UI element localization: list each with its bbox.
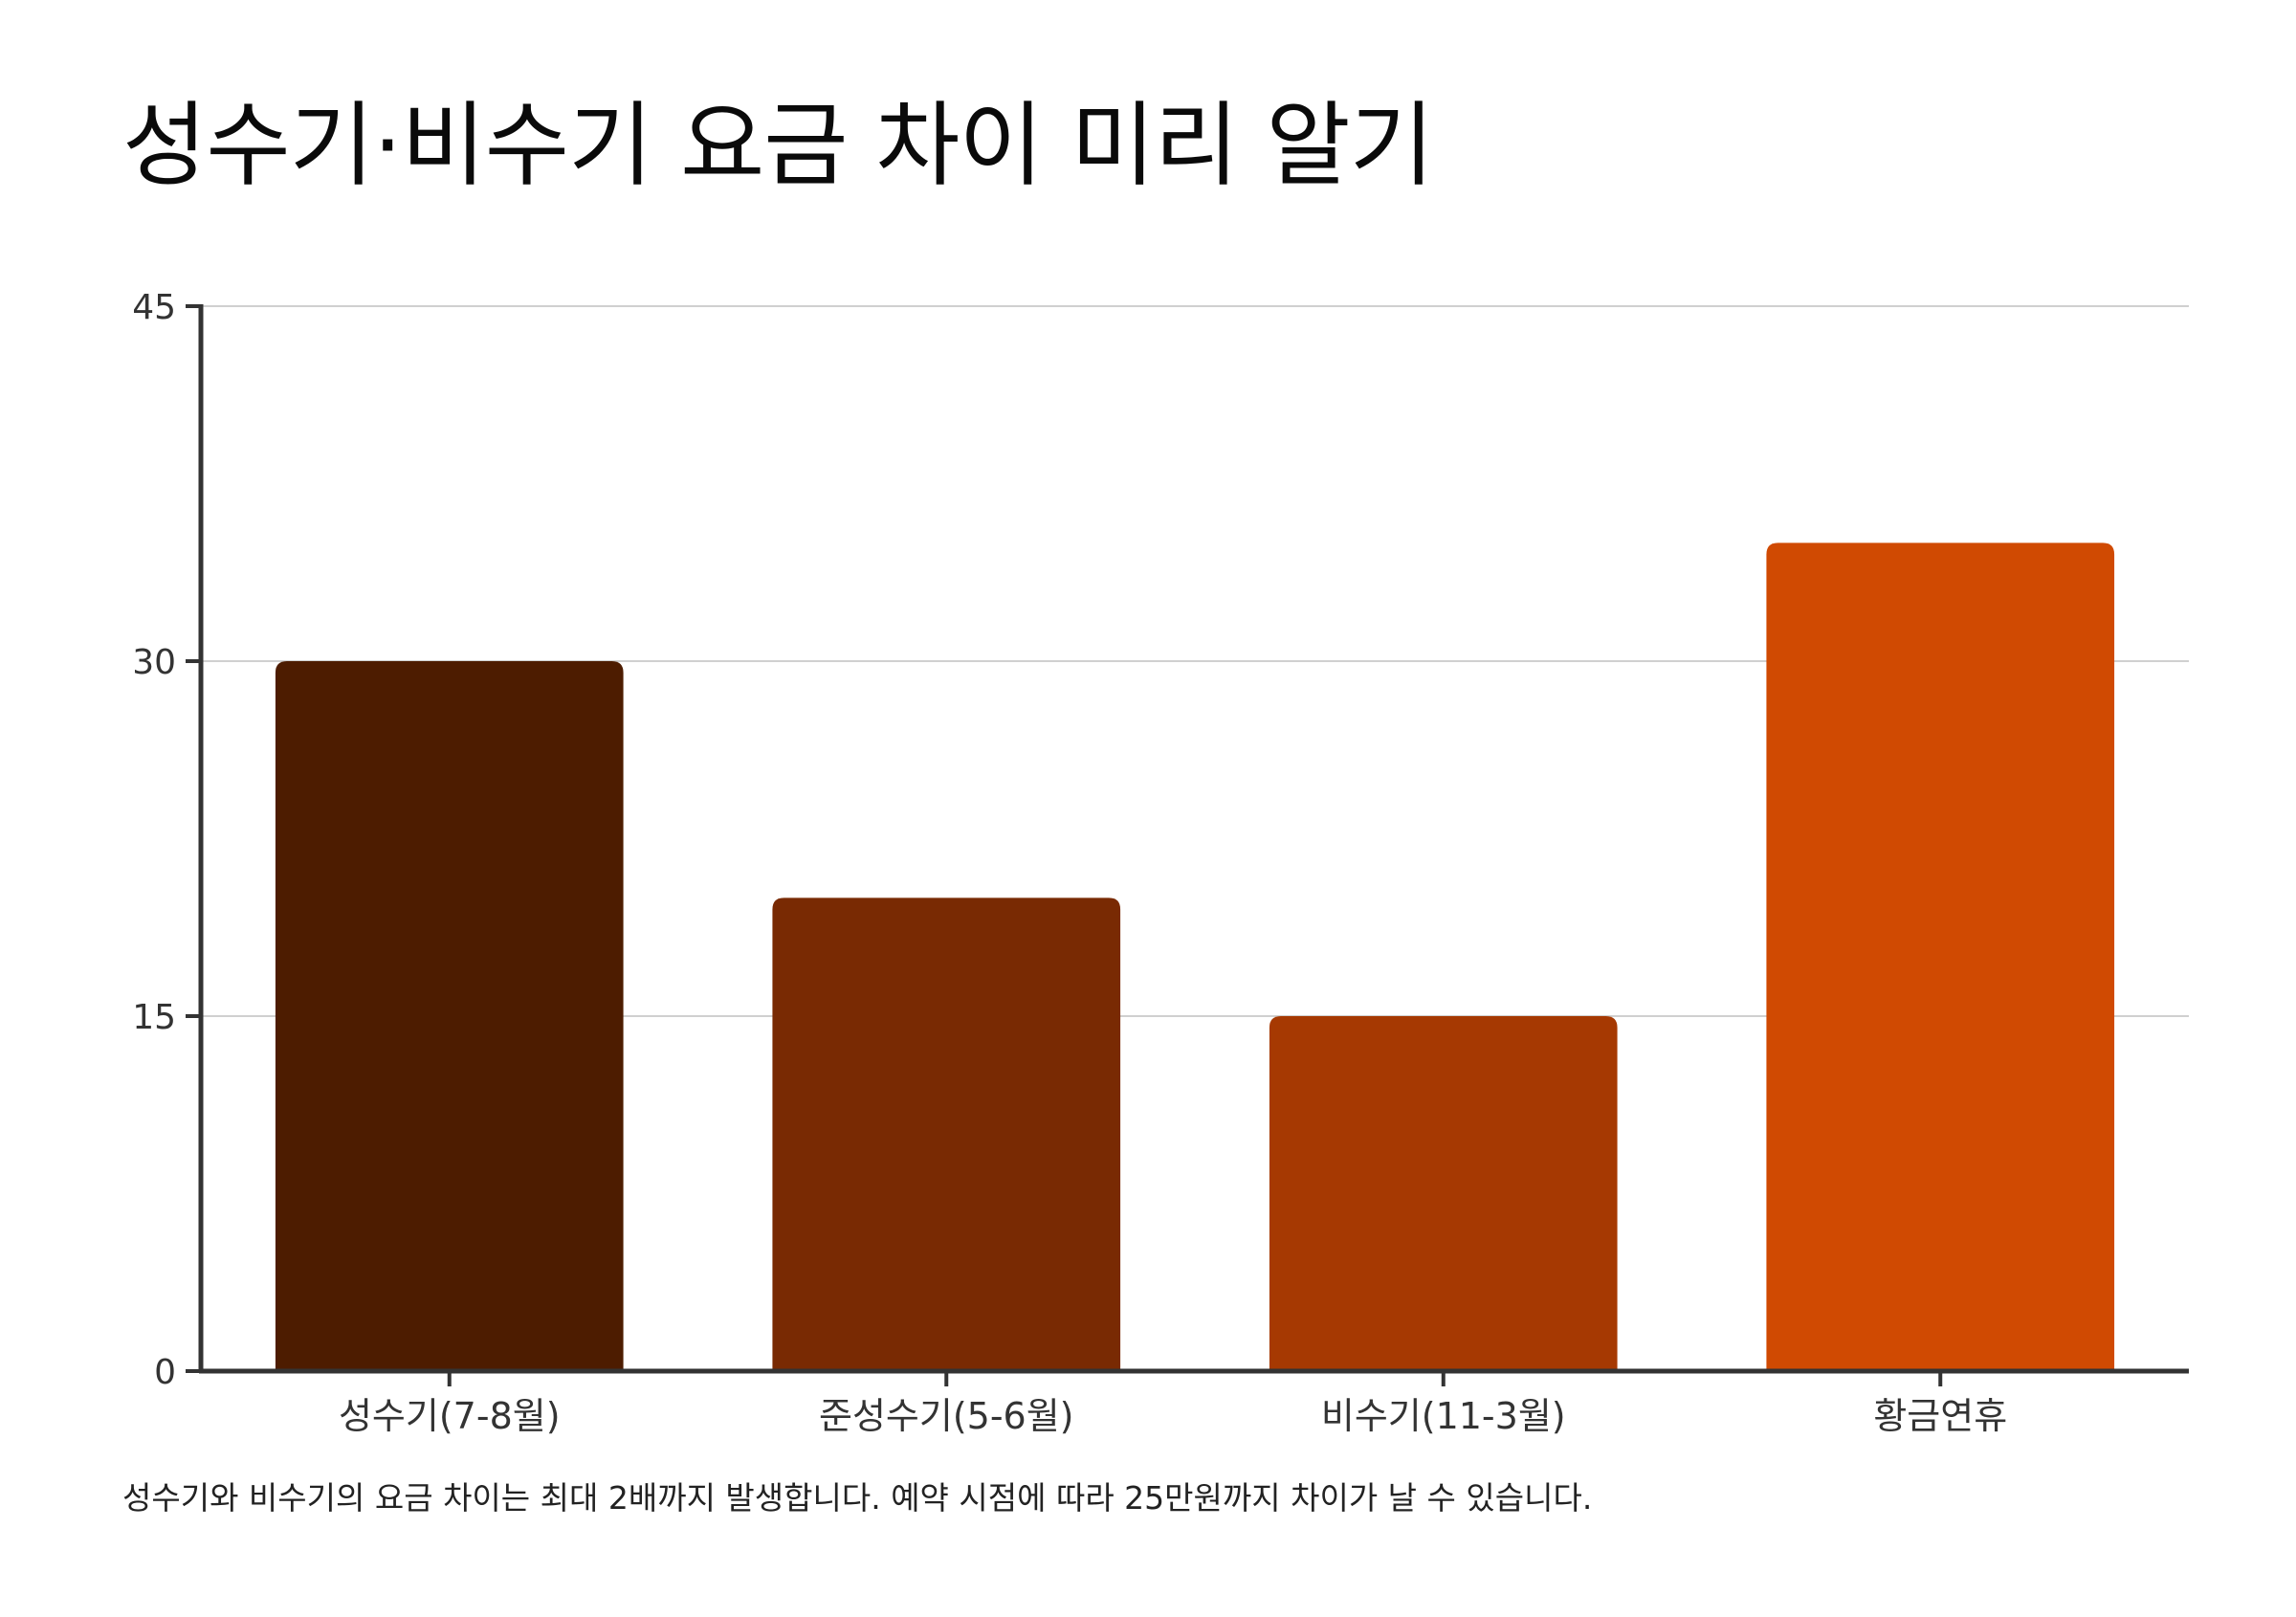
x-tick-label: 준성수기(5-6월): [819, 1395, 1074, 1437]
y-tick-label: 15: [132, 998, 176, 1037]
y-tick-label: 45: [132, 288, 176, 327]
chart-caption: 성수기와 비수기의 요금 차이는 최대 2배까지 발생합니다. 예약 시점에 따…: [122, 1479, 1593, 1517]
bar: [1269, 1016, 1618, 1371]
chart-title: 성수기·비수기 요금 차이 미리 알기: [122, 92, 1434, 199]
y-ticks: 0 15 30 45: [132, 288, 201, 1392]
bar: [275, 661, 624, 1371]
bar: [772, 897, 1121, 1371]
bar: [1766, 543, 2115, 1371]
y-tick-label: 30: [132, 643, 176, 682]
x-ticks: 성수기(7-8월) 준성수기(5-6월) 비수기(11-3월) 황금연휴: [339, 1371, 2007, 1437]
bars: [275, 543, 2115, 1371]
x-tick-label: 비수기(11-3월): [1321, 1395, 1566, 1437]
x-tick-label: 성수기(7-8월): [339, 1395, 561, 1437]
x-tick-label: 황금연휴: [1873, 1395, 2007, 1437]
y-tick-label: 0: [154, 1353, 176, 1392]
axes: [198, 304, 2189, 1374]
